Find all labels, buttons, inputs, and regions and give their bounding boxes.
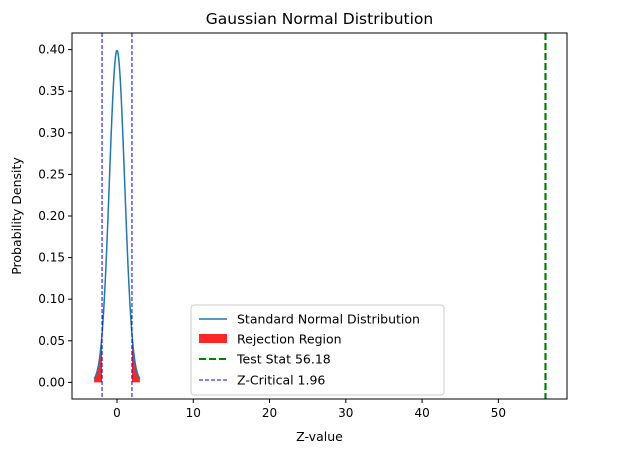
rejection-region-left (94, 333, 103, 383)
y-tick-label: 0.35 (38, 84, 65, 98)
y-tick-label: 0.00 (38, 375, 65, 389)
y-axis-ticks: 0.00 0.05 0.10 0.15 0.20 0.25 0.30 0.35 0.40 (38, 43, 72, 389)
y-tick-label: 0.25 (38, 167, 65, 181)
x-axis-label: Z-value (296, 429, 343, 444)
x-tick-label: 20 (262, 406, 277, 420)
series-line-normal (93, 49, 141, 380)
legend-label-rejection: Rejection Region (237, 332, 342, 347)
chart-title: Gaussian Normal Distribution (206, 10, 433, 28)
x-tick-label: 50 (491, 406, 506, 420)
axes: 0 10 20 30 40 50 0.00 0.05 0.10 0.15 0.20 0.25 0.30… (38, 32, 568, 420)
legend-swatch-rejection (199, 334, 227, 343)
y-tick-label: 0.20 (38, 209, 65, 223)
x-tick-label: 40 (414, 406, 429, 420)
legend-label-test-stat: Test Stat 56.18 (236, 352, 331, 367)
legend-label-z-critical: Z-Critical 1.96 (237, 373, 325, 388)
y-tick-label: 0.05 (38, 334, 65, 348)
x-tick-label: 0 (113, 406, 121, 420)
y-tick-label: 0.10 (38, 292, 65, 306)
legend: Standard Normal Distribution Rejection R… (190, 304, 445, 396)
legend-label-normal: Standard Normal Distribution (237, 312, 420, 327)
y-axis-label: Probability Density (9, 157, 24, 275)
x-tick-label: 10 (186, 406, 201, 420)
y-tick-label: 0.40 (38, 43, 65, 57)
rejection-region-right (131, 333, 140, 383)
x-tick-label: 30 (338, 406, 353, 420)
y-tick-label: 0.15 (38, 251, 65, 265)
plot-area (93, 33, 547, 399)
y-tick-label: 0.30 (38, 126, 65, 140)
x-axis-ticks: 0 10 20 30 40 50 (113, 399, 506, 420)
legend-box (190, 304, 445, 396)
